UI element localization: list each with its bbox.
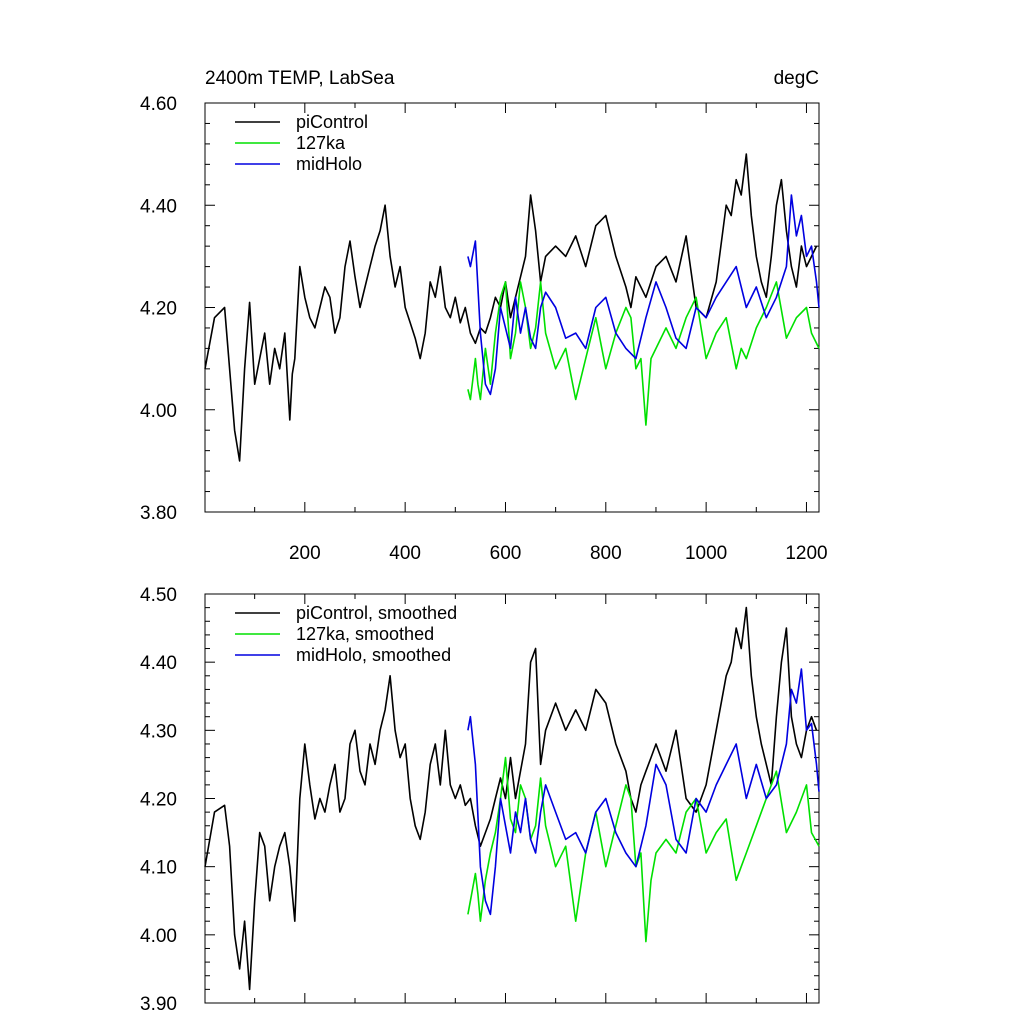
x-tick-label: 600	[490, 543, 522, 564]
bottom-ticks: 3.90 4.00 4.10 4.20 4.30 4.40 4.50	[140, 585, 819, 1015]
x-tick-label: 400	[389, 543, 421, 564]
series-line-midholo	[467, 668, 820, 916]
y-tick-label: 4.50	[140, 585, 177, 606]
y-tick-label: 3.90	[140, 994, 177, 1015]
bottom-series	[204, 606, 820, 991]
top-ticks: 200 400 600 800 1000 1200 3.80 4.00 4.20 4.40 4.60	[140, 94, 828, 564]
series-line-picontrol	[204, 153, 818, 462]
y-tick-label: 4.60	[140, 94, 177, 115]
top-series	[204, 153, 820, 462]
top-title-left: 2400m TEMP, LabSea	[205, 68, 395, 89]
series-line-127ka	[467, 756, 820, 943]
y-tick-label: 4.00	[140, 401, 177, 422]
y-tick-label: 4.20	[140, 299, 177, 320]
series-line-picontrol	[204, 606, 818, 991]
legend-label: 127ka, smoothed	[296, 624, 434, 644]
legend-label: midHolo	[296, 154, 362, 174]
top-panel: 2400m TEMP, LabSea degC 200 400 600 800 1000…	[140, 68, 828, 564]
series-line-127ka	[467, 281, 820, 426]
x-tick-label: 1000	[685, 543, 727, 564]
y-tick-label: 4.40	[140, 196, 177, 217]
y-tick-label: 4.10	[140, 858, 177, 879]
y-tick-label: 4.00	[140, 926, 177, 947]
x-tick-label: 200	[289, 543, 321, 564]
x-tick-label: 800	[590, 543, 622, 564]
y-tick-label: 4.20	[140, 790, 177, 811]
series-line-midholo	[467, 194, 820, 396]
top-title-right: degC	[774, 68, 819, 89]
legend-label: midHolo, smoothed	[296, 645, 451, 665]
y-tick-label: 3.80	[140, 503, 177, 524]
legend-label: piControl, smoothed	[296, 603, 457, 623]
y-tick-label: 4.30	[140, 721, 177, 742]
bottom-panel: 3.90 4.00 4.10 4.20 4.30 4.40 4.50 piControl, …	[140, 585, 820, 1015]
x-tick-label: 1200	[785, 543, 827, 564]
y-tick-label: 4.40	[140, 653, 177, 674]
legend-label: piControl	[296, 112, 368, 132]
legend-label: 127ka	[296, 133, 346, 153]
